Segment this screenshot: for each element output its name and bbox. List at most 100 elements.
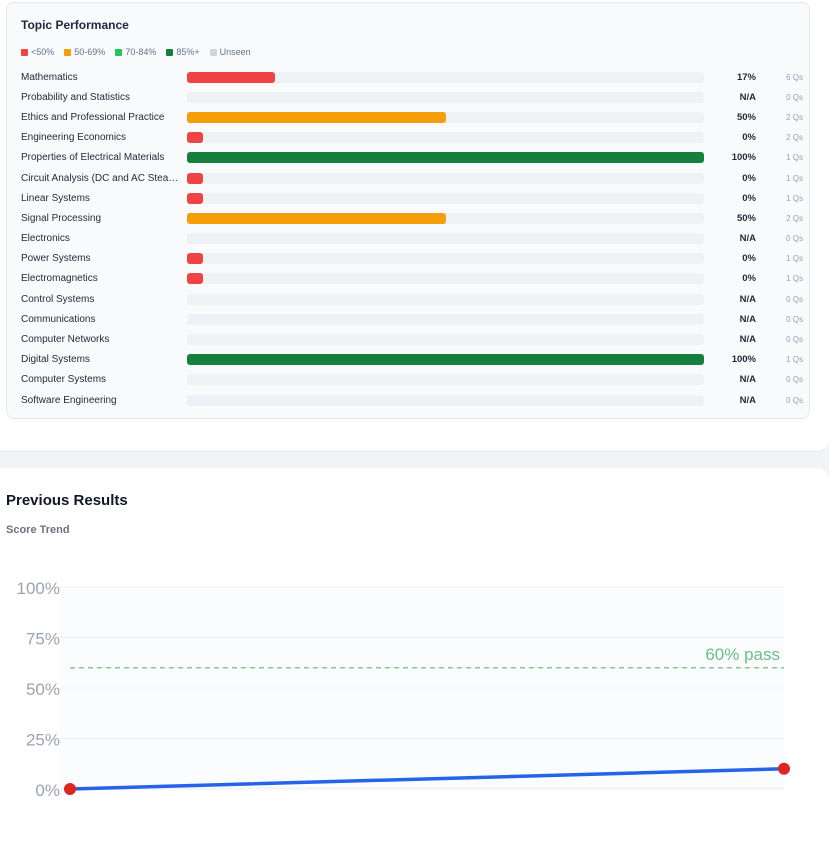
topic-row: Communications N/A 0 Qs [21, 309, 803, 329]
topic-question-count: 0 Qs [786, 395, 803, 405]
topic-progress-track [187, 293, 704, 305]
topic-progress-fill [187, 132, 203, 144]
topic-percent: 100% [731, 152, 756, 164]
topic-question-count: 0 Qs [786, 234, 803, 244]
topic-name: Control Systems [21, 293, 95, 305]
topic-name: Digital Systems [21, 354, 90, 366]
topic-progress-fill [187, 212, 446, 224]
topic-percent: N/A [739, 313, 756, 325]
legend-item: 85%+ [166, 47, 200, 57]
topic-percent: 0% [742, 253, 756, 265]
topic-percent: 0% [742, 192, 756, 204]
topic-name: Mathematics [21, 71, 78, 83]
topic-name: Engineering Economics [21, 132, 127, 144]
topic-name: Linear Systems [21, 192, 90, 204]
topic-row: Control Systems N/A 0 Qs [21, 289, 803, 309]
topic-row: Electronics N/A 0 Qs [21, 229, 803, 249]
topic-name: Signal Processing [21, 212, 102, 224]
topic-progress-track [187, 91, 704, 103]
legend-item: <50% [21, 47, 54, 57]
topic-question-count: 1 Qs [786, 254, 803, 264]
topic-progress-track [187, 273, 704, 285]
topic-name: Electromagnetics [21, 273, 98, 285]
legend-swatch [115, 48, 123, 56]
legend-swatch [209, 48, 217, 56]
topic-progress-track [187, 394, 704, 406]
performance-legend: <50% 50-69% 70-84% 85%+ Unseen [21, 47, 261, 57]
y-tick-label: 100% [17, 579, 60, 598]
topic-question-count: 2 Qs [786, 133, 803, 143]
legend-label: 50-69% [74, 47, 106, 57]
y-tick-label: 0% [35, 781, 60, 800]
legend-label: <50% [31, 47, 55, 57]
previous-results-section: Previous Results Score Trend 0% 25% 50% 75%… [0, 468, 829, 843]
topic-question-count: 2 Qs [786, 112, 803, 122]
topic-progress-track [187, 172, 704, 184]
topic-name: Communications [21, 313, 96, 325]
topic-row: Circuit Analysis (DC and AC Stea… 0% 1 Qs [21, 168, 803, 188]
baseline [60, 787, 784, 790]
topic-progress-fill [187, 273, 203, 285]
topic-name: Ethics and Professional Practice [21, 111, 165, 123]
topic-name: Properties of Electrical Materials [21, 152, 165, 164]
legend-swatch [21, 48, 28, 56]
topic-row: Computer Systems N/A 0 Qs [21, 370, 803, 390]
topic-percent: N/A [739, 394, 756, 406]
topic-percent: 100% [731, 354, 756, 366]
topic-progress-fill [187, 354, 704, 366]
topic-question-count: 0 Qs [786, 335, 803, 345]
topic-percent: N/A [739, 91, 756, 103]
topic-name: Computer Systems [21, 374, 107, 386]
topic-name: Electronics [21, 233, 70, 245]
topic-progress-track [187, 152, 704, 164]
topic-progress-track [187, 253, 704, 265]
topic-progress-track [187, 192, 704, 204]
legend-item: 70-84% [115, 47, 156, 57]
topic-question-count: 2 Qs [786, 213, 803, 223]
topic-percent: 0% [742, 273, 756, 285]
topic-progress-track [187, 354, 704, 366]
topic-name: Software Engineering [21, 394, 117, 406]
legend-swatch [166, 48, 174, 56]
topic-row: Electromagnetics 0% 1 Qs [21, 269, 803, 289]
y-tick-label: 25% [26, 731, 60, 750]
topic-percent: N/A [739, 374, 756, 386]
topic-question-count: 0 Qs [786, 294, 803, 304]
legend-swatch [64, 48, 72, 56]
score-point [64, 783, 76, 795]
topic-row: Power Systems 0% 1 Qs [21, 249, 803, 269]
topic-row: Linear Systems 0% 1 Qs [21, 188, 803, 208]
previous-results-title: Previous Results [6, 492, 128, 509]
topic-percent: 50% [736, 111, 756, 123]
y-tick-label: 50% [26, 680, 60, 699]
score-point [778, 762, 790, 775]
topic-progress-track [187, 212, 704, 224]
score-trend-label: Score Trend [6, 524, 70, 536]
topic-progress-fill [187, 152, 704, 164]
y-tick-label: 75% [26, 630, 60, 649]
topic-row: Properties of Electrical Materials 100% 1 … [21, 148, 803, 168]
topic-progress-track [187, 132, 704, 144]
topic-progress-track [187, 71, 704, 83]
topic-question-count: 0 Qs [786, 92, 803, 102]
topic-percent: 0% [742, 172, 756, 184]
topic-performance-title: Topic Performance [21, 18, 129, 32]
topic-percent: N/A [739, 293, 756, 305]
topic-name: Probability and Statistics [21, 91, 130, 103]
legend-item: 50-69% [64, 47, 105, 57]
topic-row: Engineering Economics 0% 2 Qs [21, 128, 803, 148]
topic-progress-track [187, 334, 704, 346]
topic-row: Software Engineering N/A 0 Qs [21, 390, 803, 410]
pass-threshold-label: 60% pass [705, 645, 780, 664]
topic-row: Ethics and Professional Practice 50% 2 Qs [21, 107, 803, 127]
score-trend-line [68, 767, 786, 791]
topic-progress-fill [187, 192, 203, 204]
topic-progress-fill [187, 253, 203, 265]
topic-percent: N/A [739, 233, 756, 245]
topic-row: Mathematics 17% 6 Qs [21, 67, 803, 87]
topic-question-count: 1 Qs [786, 355, 803, 365]
legend-label: 70-84% [125, 47, 157, 57]
topic-question-count: 6 Qs [786, 72, 803, 82]
topic-list: Mathematics 17% 6 Qs Probability and Statis… [21, 67, 803, 410]
topic-progress-track [187, 111, 704, 123]
